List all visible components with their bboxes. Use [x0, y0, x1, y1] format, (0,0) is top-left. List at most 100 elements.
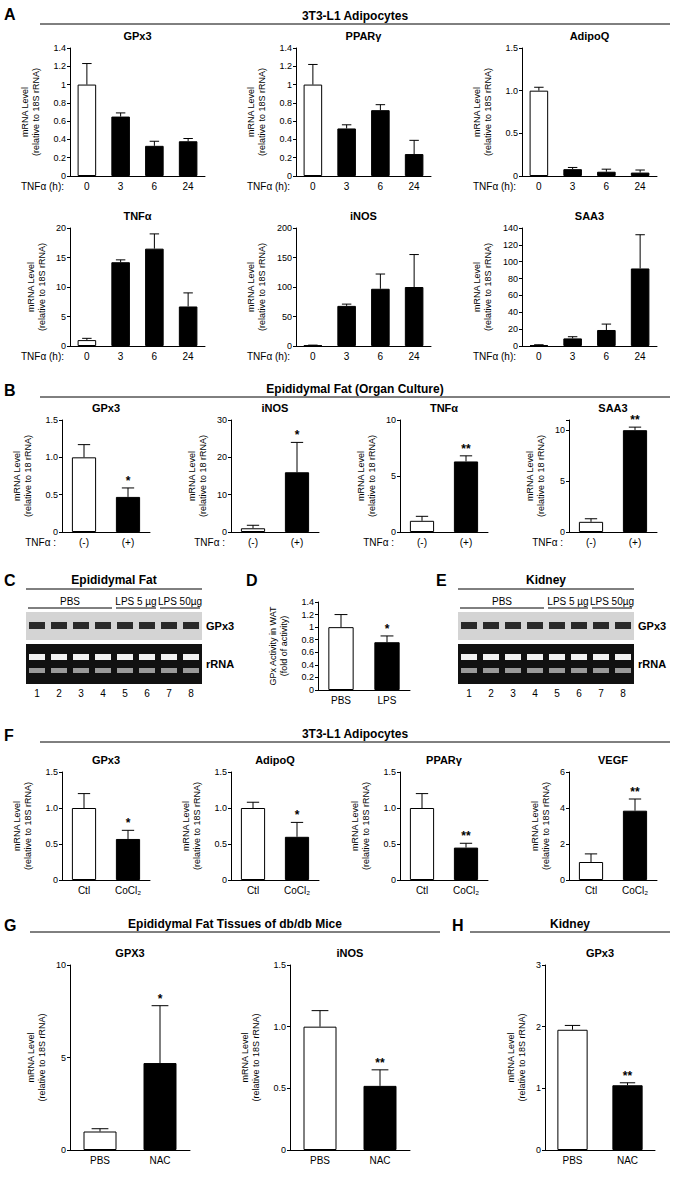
svg-text:0: 0: [536, 351, 542, 362]
svg-text:3: 3: [536, 960, 541, 970]
svg-text:TNFα (h):: TNFα (h):: [21, 351, 64, 362]
svg-text:(fold of activity): (fold of activity): [279, 616, 289, 677]
svg-text:1.4: 1.4: [301, 597, 314, 607]
svg-text:3: 3: [510, 688, 516, 699]
svg-text:TNFα (h):: TNFα (h):: [21, 181, 64, 192]
svg-text:GPx3: GPx3: [206, 620, 234, 632]
svg-text:7: 7: [598, 688, 604, 699]
svg-text:120: 120: [503, 240, 518, 250]
svg-text:0: 0: [513, 341, 518, 351]
svg-text:(relative to 18 rRNA): (relative to 18 rRNA): [198, 435, 208, 517]
svg-text:PPARγ: PPARγ: [426, 754, 463, 766]
svg-text:0.5: 0.5: [383, 839, 396, 849]
svg-text:**: **: [375, 1056, 385, 1070]
svg-text:30: 30: [217, 415, 227, 425]
svg-text:GPx3: GPx3: [123, 30, 151, 42]
svg-text:0: 0: [53, 527, 58, 537]
svg-text:0: 0: [310, 181, 316, 192]
svg-text:10: 10: [555, 425, 565, 435]
svg-text:0: 0: [61, 341, 66, 351]
svg-text:mRNA Level: mRNA Level: [12, 451, 22, 501]
svg-text:SAA3: SAA3: [575, 210, 604, 222]
svg-text:20: 20: [217, 452, 227, 462]
svg-text:mRNA Level: mRNA Level: [181, 801, 191, 851]
svg-text:0: 0: [560, 527, 565, 537]
svg-text:80: 80: [508, 274, 518, 284]
svg-text:6: 6: [152, 351, 158, 362]
svg-text:**: **: [630, 785, 640, 799]
svg-text:60: 60: [508, 290, 518, 300]
svg-text:1.5: 1.5: [45, 415, 58, 425]
svg-text:GPx3: GPx3: [586, 947, 614, 959]
svg-text:rRNA: rRNA: [206, 658, 234, 670]
svg-text:140: 140: [503, 223, 518, 233]
svg-text:0: 0: [53, 875, 58, 885]
svg-text:(-): (-): [417, 537, 427, 548]
svg-text:1.2: 1.2: [279, 61, 292, 71]
svg-text:24: 24: [635, 351, 647, 362]
svg-text:150: 150: [277, 253, 292, 263]
svg-text:SAA3: SAA3: [598, 402, 627, 414]
svg-text:*: *: [158, 992, 163, 1006]
svg-text:GPX3: GPX3: [115, 947, 144, 959]
svg-text:mRNA Level: mRNA Level: [472, 87, 482, 137]
svg-text:2: 2: [536, 1022, 541, 1032]
svg-text:1: 1: [34, 688, 40, 699]
svg-text:PBS: PBS: [492, 596, 512, 607]
svg-text:mRNA Level: mRNA Level: [472, 262, 482, 312]
svg-text:0.4: 0.4: [53, 134, 66, 144]
svg-text:3: 3: [570, 181, 576, 192]
svg-text:**: **: [630, 413, 640, 427]
svg-text:mRNA Level: mRNA Level: [246, 87, 256, 137]
svg-text:(relative to 18S rRNA): (relative to 18S rRNA): [257, 243, 267, 331]
svg-text:Kidney: Kidney: [550, 917, 590, 931]
svg-text:TNFα (h):: TNFα (h):: [247, 351, 290, 362]
svg-text:3: 3: [344, 181, 350, 192]
svg-text:8: 8: [188, 688, 194, 699]
svg-text:10: 10: [386, 415, 396, 425]
svg-text:0.6: 0.6: [301, 647, 314, 657]
svg-text:PBS: PBS: [310, 1155, 330, 1166]
svg-text:0: 0: [287, 341, 292, 351]
svg-text:6: 6: [560, 767, 565, 777]
svg-text:0: 0: [84, 181, 90, 192]
svg-text:1: 1: [287, 80, 292, 90]
svg-text:1.0: 1.0: [214, 803, 227, 813]
svg-text:Ctl: Ctl: [78, 885, 90, 896]
svg-text:1.0: 1.0: [383, 803, 396, 813]
svg-text:TNFα: TNFα: [123, 210, 151, 222]
svg-text:CoCl₂: CoCl₂: [115, 885, 141, 896]
svg-text:6: 6: [576, 688, 582, 699]
svg-text:200: 200: [277, 223, 292, 233]
svg-text:iNOS: iNOS: [337, 947, 364, 959]
svg-text:0: 0: [287, 171, 292, 181]
svg-text:(-): (-): [248, 537, 258, 548]
svg-text:mRNA Level: mRNA Level: [240, 1032, 250, 1082]
svg-text:**: **: [623, 1069, 633, 1083]
svg-text:1.5: 1.5: [383, 767, 396, 777]
svg-text:1.5: 1.5: [505, 43, 518, 53]
svg-text:0.5: 0.5: [45, 490, 58, 500]
svg-text:7: 7: [166, 688, 172, 699]
svg-text:0: 0: [222, 527, 227, 537]
svg-text:5: 5: [61, 1053, 66, 1063]
svg-text:0.5: 0.5: [45, 839, 58, 849]
svg-text:LPS 5 µg: LPS 5 µg: [547, 596, 588, 607]
svg-text:TNFα (h):: TNFα (h):: [473, 181, 516, 192]
svg-text:LPS 50µg: LPS 50µg: [158, 596, 202, 607]
svg-text:(relative to 18S rRNA): (relative to 18S rRNA): [23, 782, 33, 870]
svg-text:100: 100: [277, 282, 292, 292]
svg-text:24: 24: [409, 351, 421, 362]
svg-text:A: A: [4, 6, 16, 23]
svg-text:(relative to 18S rRNA): (relative to 18S rRNA): [37, 1013, 47, 1101]
svg-text:(-): (-): [79, 537, 89, 548]
svg-text:NAC: NAC: [369, 1155, 390, 1166]
svg-text:100: 100: [503, 257, 518, 267]
svg-text:(+): (+): [629, 537, 642, 548]
svg-text:0.2: 0.2: [53, 153, 66, 163]
svg-text:Ctl: Ctl: [247, 885, 259, 896]
svg-text:2: 2: [488, 688, 494, 699]
svg-text:6: 6: [378, 181, 384, 192]
svg-text:0.2: 0.2: [279, 153, 292, 163]
svg-text:(+): (+): [122, 537, 135, 548]
